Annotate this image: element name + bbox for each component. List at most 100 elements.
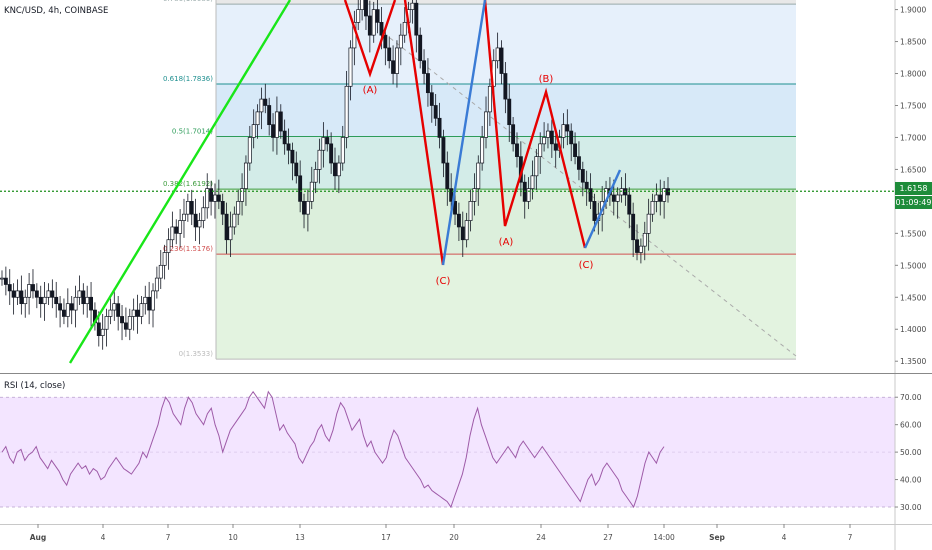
candle <box>298 175 303 202</box>
candle <box>445 162 450 189</box>
candle <box>294 162 299 177</box>
time-tick-label: 13 <box>295 533 305 542</box>
candle <box>100 328 105 336</box>
candle <box>305 201 310 215</box>
price-tick-label: 1.4500 <box>900 293 926 302</box>
candle <box>371 9 376 36</box>
candle <box>422 60 427 74</box>
candle <box>425 73 430 94</box>
green-trend-line <box>68 0 292 364</box>
candle <box>654 194 659 202</box>
candle <box>414 2 419 36</box>
candle <box>240 188 245 202</box>
candle <box>50 290 55 298</box>
candle <box>263 98 268 106</box>
candle <box>592 201 597 221</box>
candle <box>31 284 35 292</box>
price-chart[interactable]: 0.786(1.9086) 0.618(1.7836) 0.5(1.7014) 0.3… <box>0 0 932 374</box>
candle <box>542 137 547 145</box>
candle <box>526 188 531 202</box>
time-tick-label: 7 <box>166 533 171 542</box>
wave-blue-2 <box>583 169 622 249</box>
candle <box>658 194 663 202</box>
candle <box>170 226 175 241</box>
candle <box>174 226 179 234</box>
candle <box>123 322 128 330</box>
candle <box>476 162 481 189</box>
candle <box>54 296 59 305</box>
candle <box>433 105 438 119</box>
candle <box>449 188 454 202</box>
fib-label: 0(1.3533) <box>179 350 214 358</box>
candle <box>178 220 183 234</box>
price-tick-label: 1.6500 <box>900 165 926 174</box>
candle <box>364 0 368 17</box>
candle <box>278 111 283 132</box>
candle <box>646 213 651 234</box>
candle <box>38 296 43 305</box>
wave-label: (A) <box>363 85 378 96</box>
candle <box>495 47 500 62</box>
time-tick-label: 10 <box>228 533 238 542</box>
wave-label: (A) <box>499 237 514 248</box>
rsi-chart[interactable]: 70.00 60.00 50.00 40.00 30.00 Aug 4 7 10 13 17 20 24… <box>0 374 932 550</box>
candle <box>236 201 241 215</box>
candle <box>112 303 117 311</box>
candle <box>220 201 225 215</box>
time-tick-label: 24 <box>536 533 546 542</box>
current-price-tag: 1.6158 <box>895 182 932 195</box>
rsi-line <box>1 390 665 509</box>
candle <box>340 137 345 164</box>
candle <box>367 15 372 36</box>
fib-zone <box>216 254 796 360</box>
fib-zone <box>216 136 796 190</box>
candle <box>418 34 423 62</box>
candle <box>77 290 82 298</box>
candle <box>185 201 190 215</box>
candle <box>42 296 47 305</box>
symbol-legend: KNC/USD, 4h, COINBASE <box>4 6 109 16</box>
wave-label: (C) <box>579 260 594 271</box>
candle <box>503 73 508 100</box>
candle <box>274 111 279 138</box>
time-tick-label: 4 <box>782 533 787 542</box>
price-tick-label: 1.3500 <box>900 357 926 366</box>
candle <box>147 296 152 311</box>
candle <box>7 284 12 292</box>
candle <box>27 284 32 298</box>
candle <box>549 130 554 145</box>
candle <box>313 169 318 183</box>
candle <box>216 194 221 202</box>
candle <box>398 34 403 49</box>
candle <box>441 137 446 164</box>
candle <box>387 47 392 62</box>
candle <box>569 130 574 145</box>
candle <box>120 316 124 324</box>
candle <box>391 60 396 74</box>
candle <box>11 290 16 298</box>
candle <box>627 194 632 215</box>
candle <box>46 290 51 298</box>
candle <box>429 92 434 106</box>
time-tick-label: Sep <box>709 533 725 542</box>
candle <box>243 162 248 189</box>
candle <box>580 169 585 183</box>
rsi-tick-label: 60.00 <box>900 421 922 430</box>
candle <box>205 188 210 209</box>
candle <box>410 2 415 10</box>
candle <box>460 226 465 241</box>
candle <box>166 239 171 253</box>
candle <box>487 85 492 113</box>
candle <box>267 105 272 126</box>
candle <box>329 143 334 164</box>
candle <box>85 296 90 305</box>
rsi-tick-label: 30.00 <box>900 503 922 512</box>
rsi-axis-bg <box>895 374 932 550</box>
fib-label: 0.236(1.5176) <box>163 245 213 253</box>
candle <box>158 264 163 279</box>
candle <box>453 201 457 215</box>
candle <box>58 303 63 311</box>
time-tick-label: 14:00 <box>653 533 675 542</box>
wave-label: (C) <box>436 276 451 287</box>
candle <box>286 143 291 151</box>
